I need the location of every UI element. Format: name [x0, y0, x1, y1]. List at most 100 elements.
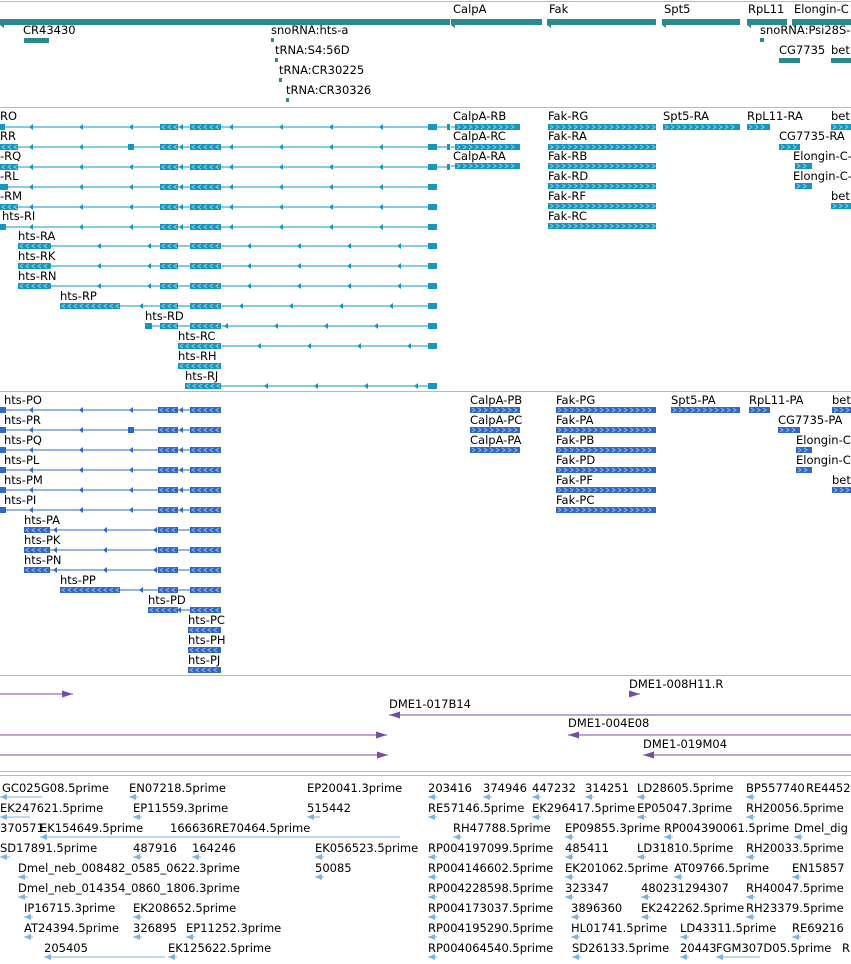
exon-block[interactable] [470, 407, 520, 413]
feature-label[interactable]: RpL11-RA [747, 109, 803, 123]
feature-label[interactable]: hts-RJ [185, 369, 219, 383]
exon-block[interactable] [832, 407, 851, 413]
feature-label[interactable]: Elongin-C- [793, 169, 851, 183]
exon-block[interactable] [0, 204, 18, 210]
exon-block[interactable] [831, 124, 851, 130]
exon-block[interactable] [160, 184, 178, 190]
est-label[interactable]: SD17891.5prime [0, 841, 98, 855]
gene-label[interactable]: bet [831, 43, 850, 57]
exon-block[interactable] [428, 204, 437, 210]
exon-block[interactable] [160, 144, 178, 150]
gene-label[interactable]: Spt5 [664, 2, 691, 16]
gene-label[interactable]: Elongin-C [794, 2, 849, 16]
est-label[interactable]: 164246 [192, 841, 236, 855]
est-label[interactable]: AT09766.5prime [674, 861, 770, 875]
gene-cg7735[interactable] [779, 58, 800, 63]
exon-block[interactable] [0, 487, 6, 493]
exon-block[interactable] [158, 567, 178, 573]
feature-label[interactable]: Fak-RA [548, 129, 587, 143]
exon-block[interactable] [190, 447, 221, 453]
feature-label[interactable]: Fak-PB [556, 433, 595, 447]
feature-label[interactable]: bet [832, 393, 851, 407]
feature-label[interactable]: hts-PK [24, 533, 61, 547]
exon-block[interactable] [160, 263, 178, 269]
exon-block[interactable] [160, 323, 178, 329]
exon-block[interactable] [188, 627, 221, 633]
feature-label[interactable]: hts-PD [148, 593, 186, 607]
feature-label[interactable]: hts-PA [24, 513, 61, 527]
transcript-track[interactable]: RO RR -RQ -RL -RM hts-RI hts-RA hts-RK hts-RN hts… [0, 107, 851, 391]
exon-block[interactable] [556, 427, 656, 433]
exon-block[interactable] [158, 507, 178, 513]
exon-block[interactable] [428, 124, 437, 130]
gene-spt5[interactable] [662, 19, 740, 25]
feature-label[interactable]: Fak-PG [556, 393, 596, 407]
exon-block[interactable] [158, 447, 178, 453]
est-label[interactable]: EK247621.5prime [0, 801, 104, 815]
gene-trna-cr30326[interactable] [286, 98, 289, 102]
feature-label[interactable]: Spt5-RA [663, 109, 709, 123]
exon-block[interactable] [190, 124, 221, 130]
exon-block[interactable] [188, 667, 221, 673]
exon-block[interactable] [160, 283, 178, 289]
est-label[interactable]: RH20056.5prime [746, 801, 844, 815]
gene-label[interactable]: CalpA [453, 2, 487, 16]
exon-block[interactable] [447, 144, 450, 150]
est-label[interactable]: 515442 [307, 801, 351, 815]
feature-label[interactable]: bet [831, 189, 850, 203]
est-label[interactable]: 50085 [315, 861, 352, 875]
exon-block[interactable] [0, 467, 6, 473]
clone-features[interactable] [0, 675, 851, 769]
est-label[interactable]: Dmel_dig [794, 821, 848, 835]
exon-block[interactable] [158, 427, 178, 433]
feature-label[interactable]: Spt5-PA [671, 393, 716, 407]
exon-block[interactable] [0, 144, 18, 150]
gene-label[interactable]: CG7735 [779, 43, 826, 57]
protein-track[interactable]: hts-PO hts-PR hts-PQ hts-PL hts-PM hts-PI hts-… [0, 391, 851, 675]
est-label[interactable]: EN07218.5prime [129, 781, 226, 795]
gene-label[interactable]: Fak [549, 2, 569, 16]
exon-block[interactable] [832, 487, 851, 493]
est-label[interactable]: LD43311.5prime [680, 921, 777, 935]
exon-block[interactable] [556, 487, 656, 493]
est-label[interactable]: HL01741.5prime [571, 921, 668, 935]
exon-block[interactable] [428, 164, 437, 170]
exon-block[interactable] [556, 447, 656, 453]
est-label[interactable]: R [842, 941, 850, 955]
est-label[interactable]: EP09855.3prime [565, 821, 661, 835]
est-label[interactable]: 326895 [133, 921, 177, 935]
est-label[interactable]: 166636 [170, 821, 214, 835]
protein-features[interactable] [0, 391, 851, 675]
exon-block[interactable] [18, 263, 50, 269]
exon-block[interactable] [0, 184, 8, 190]
est-label[interactable]: RE4452 [806, 781, 851, 795]
exon-block[interactable] [190, 607, 221, 613]
est-label[interactable]: 3896360 [571, 901, 623, 915]
gene-rpl11[interactable] [747, 19, 787, 25]
exon-block[interactable] [185, 383, 221, 389]
exon-block[interactable] [158, 487, 178, 493]
exon-block[interactable] [190, 283, 221, 289]
feature-label[interactable]: CG7735-RA [779, 129, 845, 143]
feature-label[interactable]: CalpA-RC [453, 129, 506, 143]
gene-label[interactable]: snoRNA:Psi28S- [760, 23, 851, 37]
feature-label[interactable]: hts-RK [18, 249, 56, 263]
exon-block[interactable] [158, 547, 178, 553]
est-label[interactable]: 203416 [428, 781, 472, 795]
feature-label[interactable]: RpL11-PA [749, 393, 804, 407]
feature-label[interactable]: hts-PC [188, 613, 225, 627]
exon-block[interactable] [160, 204, 178, 210]
est-label[interactable]: EK125622.5prime [168, 941, 272, 955]
est-label[interactable]: EP20041.3prime [307, 781, 403, 795]
exon-block[interactable] [190, 263, 221, 269]
exon-block[interactable] [148, 607, 178, 613]
feature-label[interactable]: CalpA-PC [470, 413, 523, 427]
feature-label[interactable]: hts-PJ [188, 653, 221, 667]
exon-block[interactable] [190, 587, 221, 593]
exon-block[interactable] [0, 124, 5, 130]
est-label[interactable]: LD28605.5prime [637, 781, 734, 795]
feature-label[interactable]: Fak-RB [548, 149, 588, 163]
est-label[interactable]: EP11559.3prime [133, 801, 229, 815]
exon-block[interactable] [190, 427, 221, 433]
est-label[interactable]: 485411 [565, 841, 609, 855]
